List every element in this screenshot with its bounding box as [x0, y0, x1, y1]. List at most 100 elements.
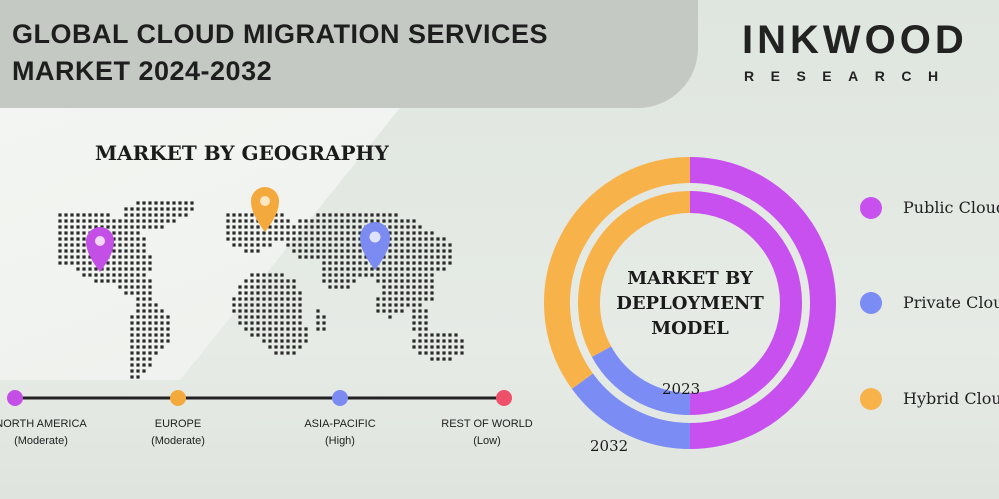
map-dot — [334, 261, 338, 265]
map-dot — [262, 327, 266, 331]
map-dot — [280, 213, 284, 217]
map-dot — [58, 255, 62, 259]
map-dot — [412, 321, 416, 325]
map-dot — [64, 219, 68, 223]
map-dot — [394, 297, 398, 301]
map-dot — [136, 249, 140, 253]
map-dot — [262, 273, 266, 277]
map-dot — [238, 315, 242, 319]
map-dot — [250, 315, 254, 319]
map-dot — [82, 237, 86, 241]
map-dot — [370, 219, 374, 223]
legend-swatch-private-cloud — [860, 292, 882, 314]
map-dot — [352, 243, 356, 247]
map-dot — [370, 273, 374, 277]
map-dot — [58, 219, 62, 223]
map-dot — [262, 231, 266, 235]
region-level-europe: (Moderate) — [151, 435, 205, 447]
map-dot — [130, 369, 134, 373]
map-dot — [430, 243, 434, 247]
map-dot — [130, 321, 134, 325]
map-dot — [244, 309, 248, 313]
map-dot — [148, 309, 152, 313]
map-dot — [274, 351, 278, 355]
map-dot — [406, 249, 410, 253]
map-dot — [292, 279, 296, 283]
map-dot — [274, 237, 278, 241]
map-dot — [142, 255, 146, 259]
map-dot — [154, 219, 158, 223]
map-dot — [382, 291, 386, 295]
map-dot — [394, 309, 398, 313]
map-dot — [142, 207, 146, 211]
map-dot — [250, 225, 254, 229]
map-dot — [274, 339, 278, 343]
map-dot — [280, 273, 284, 277]
map-dot — [58, 261, 62, 265]
map-dot — [250, 285, 254, 289]
map-dot — [142, 333, 146, 337]
map-dot — [328, 273, 332, 277]
map-dot — [154, 327, 158, 331]
map-dot — [298, 303, 302, 307]
map-dot — [178, 213, 182, 217]
map-dot — [328, 219, 332, 223]
map-dot — [118, 285, 122, 289]
map-dot — [262, 237, 266, 241]
map-dot — [274, 279, 278, 283]
map-dot — [118, 219, 122, 223]
map-dot — [412, 237, 416, 241]
map-dot — [394, 291, 398, 295]
map-dot — [142, 321, 146, 325]
map-dot — [430, 255, 434, 259]
map-dot — [232, 297, 236, 301]
map-dot — [262, 243, 266, 247]
map-dot — [124, 273, 128, 277]
map-dot — [412, 285, 416, 289]
map-dot — [160, 207, 164, 211]
map-dot — [250, 243, 254, 247]
map-dot — [316, 237, 320, 241]
map-dot — [352, 273, 356, 277]
map-dot — [76, 225, 80, 229]
map-dot — [148, 255, 152, 259]
map-dot — [124, 255, 128, 259]
map-dot — [382, 219, 386, 223]
map-dot — [424, 321, 428, 325]
map-dot — [142, 219, 146, 223]
map-dot — [424, 333, 428, 337]
map-dot — [358, 225, 362, 229]
map-dot — [142, 369, 146, 373]
map-dot — [244, 237, 248, 241]
map-dot — [148, 357, 152, 361]
map-dot — [64, 243, 68, 247]
map-dot — [268, 327, 272, 331]
map-dot — [130, 261, 134, 265]
map-dot — [280, 321, 284, 325]
map-dot — [58, 243, 62, 247]
map-dot — [352, 225, 356, 229]
map-dot — [88, 273, 92, 277]
map-dot — [310, 249, 314, 253]
map-dot — [436, 339, 440, 343]
map-dot — [364, 219, 368, 223]
map-dot — [328, 261, 332, 265]
map-dot — [418, 309, 422, 313]
map-dot — [136, 345, 140, 349]
map-dot — [286, 339, 290, 343]
map-dot — [400, 267, 404, 271]
map-dot — [76, 243, 80, 247]
map-dot — [136, 351, 140, 355]
map-dot — [250, 273, 254, 277]
map-dot — [376, 219, 380, 223]
map-dot — [286, 345, 290, 349]
map-dot — [442, 351, 446, 355]
map-dot — [130, 327, 134, 331]
map-dot — [388, 261, 392, 265]
map-dot — [460, 351, 464, 355]
map-dot — [244, 321, 248, 325]
map-dot — [424, 243, 428, 247]
region-dot-asia-pacific — [332, 390, 348, 406]
map-dot — [280, 345, 284, 349]
map-dot — [436, 345, 440, 349]
